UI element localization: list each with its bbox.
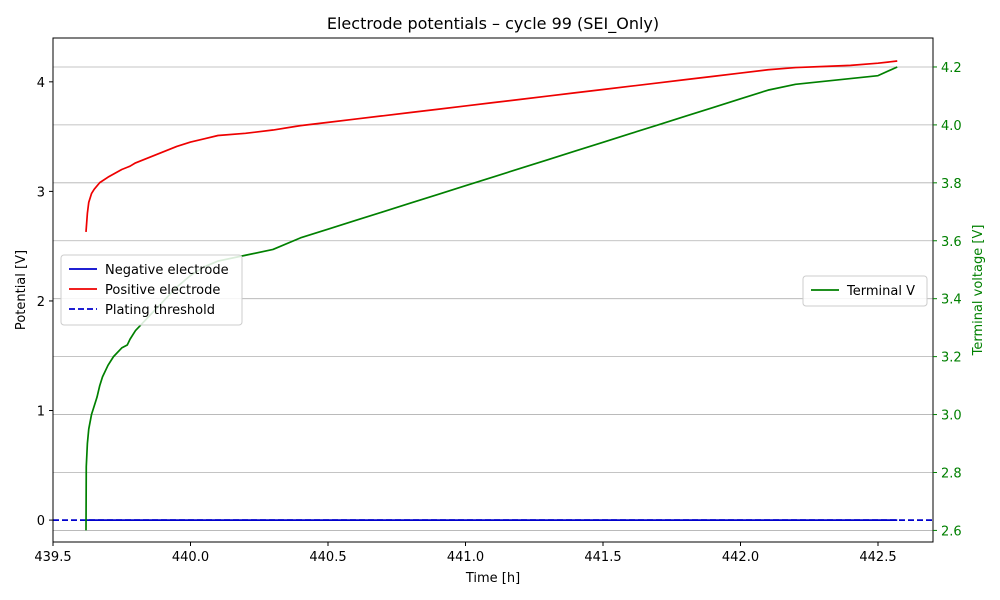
y-right-tick-label: 3.6 [941,235,962,250]
y-right-tick-label: 3.8 [941,177,962,192]
legend-box [60,254,243,326]
y-left-tick-label: 2 [37,295,45,310]
legend-box [802,275,928,307]
y-right-tick-label: 3.0 [941,409,962,424]
x-tick-label: 442.5 [859,550,896,565]
x-tick-label: 440.0 [172,550,209,565]
legend-label: Plating threshold [105,303,215,318]
x-tick-label: 440.5 [309,550,346,565]
legend-label: Terminal V [846,284,915,299]
y-right-tick-label: 3.4 [941,293,962,308]
y-axis-left-title: Potential [V] [14,250,29,330]
x-tick-label: 439.5 [34,550,71,565]
legend-right: Terminal V [802,275,928,307]
legend-label: Positive electrode [105,283,220,298]
y-right-tick-label: 4.0 [941,119,962,134]
chart-title: Electrode potentials – cycle 99 (SEI_Onl… [327,14,659,34]
series-line-terminal-v [85,66,898,531]
y-axis-right: 2.6 2.8 3.0 3.2 3.4 3.6 3.8 4.0 4.2 [933,61,962,539]
x-tick-label: 441.5 [584,550,621,565]
y-left-tick-label: 0 [37,514,45,529]
series-line-positive-electrode [85,60,898,232]
x-axis-title: Time [h] [465,571,520,586]
legend-left: Negative electrode Positive electrode Plat… [60,254,243,326]
y-right-tick-label: 2.6 [941,524,962,539]
series-lines [53,60,933,531]
y-left-tick-label: 1 [37,405,45,420]
x-tick-label: 441.0 [447,550,484,565]
plot-frame [52,37,934,543]
y-axis-left: 0 1 2 3 4 [37,76,53,529]
x-axis: 439.5 440.0 440.5 441.0 441.5 442.0 442.5 [34,542,897,565]
legend-label: Negative electrode [105,263,229,278]
x-tick-label: 442.0 [722,550,759,565]
y-right-tick-label: 4.2 [941,61,962,76]
y-right-tick-label: 2.8 [941,466,962,481]
y-right-tick-label: 3.2 [941,351,962,366]
y-left-tick-label: 3 [37,185,45,200]
y-left-tick-label: 4 [37,76,45,91]
y-axis-right-title: Terminal voltage [V] [971,225,986,357]
